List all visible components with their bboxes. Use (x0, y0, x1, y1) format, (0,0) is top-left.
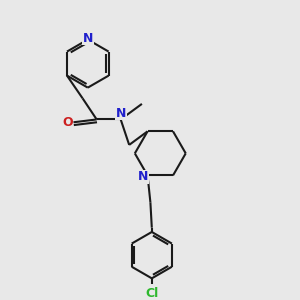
Text: N: N (138, 170, 148, 183)
Text: O: O (62, 116, 73, 129)
Text: N: N (82, 32, 93, 45)
Text: Cl: Cl (145, 287, 158, 300)
Text: N: N (116, 107, 126, 120)
